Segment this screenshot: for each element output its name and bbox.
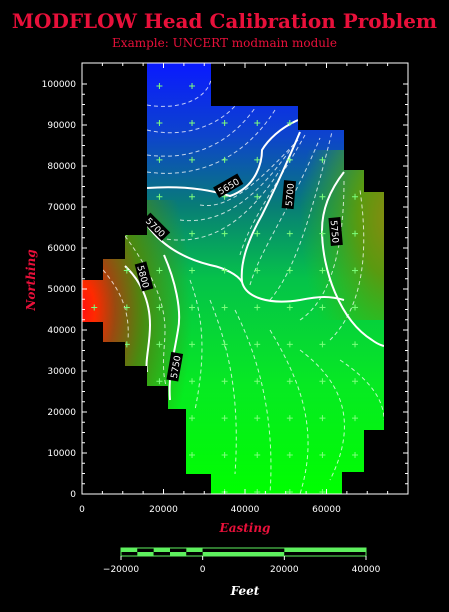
- scale-bar-segment-bottom: [153, 552, 170, 556]
- y-tick-label: 70000: [47, 203, 76, 213]
- y-tick-label: 40000: [47, 326, 76, 336]
- scale-bar-outline: [120, 547, 367, 557]
- contour-label-text: 5750: [328, 220, 340, 244]
- scale-bar-segment-bottom: [170, 552, 187, 556]
- x-axis-label: Easting: [219, 521, 271, 535]
- scale-bar-segment-top: [284, 548, 366, 552]
- scale-bar-segment-top: [121, 548, 138, 552]
- y-tick-label: 80000: [47, 162, 76, 172]
- x-tick-label: 60000: [312, 505, 341, 515]
- y-tick-label: 10000: [47, 449, 76, 459]
- chart-title: MODFLOW Head Calibration Problem: [11, 9, 438, 33]
- scale-bar-segment-bottom: [202, 552, 285, 556]
- x-tick-label: 0: [79, 505, 85, 515]
- x-tick-label: 20000: [149, 505, 178, 515]
- scale-bar-segment-bottom: [121, 552, 138, 556]
- scale-bar-segment-top: [186, 548, 203, 552]
- axis-ticks: 0 10000 20000 30000 40000 50000 60000 70000 8000…: [42, 63, 408, 515]
- contour-label-bg: [281, 180, 297, 210]
- y-tick-label: 20000: [47, 408, 76, 418]
- contour-label-bg: [166, 351, 184, 382]
- y-tick-label: 100000: [42, 80, 77, 90]
- contour-label: 5750: [328, 217, 343, 246]
- x-tick-label: 40000: [231, 505, 260, 515]
- scale-bar-tick-label: 20000: [270, 565, 299, 575]
- contour-label: 5750: [166, 351, 184, 382]
- scale-bar-segment-top: [153, 548, 170, 552]
- head-field: [82, 63, 384, 494]
- y-tick-label: 50000: [47, 285, 76, 295]
- scale-bar-tick-label: −20000: [103, 565, 139, 575]
- scale-bar-segment-top: [170, 548, 187, 552]
- scale-bar-tick-label: 40000: [352, 565, 381, 575]
- y-tick-label: 60000: [47, 244, 76, 254]
- scale-bar-segment-top: [202, 548, 285, 552]
- contour-label-bg: [328, 217, 343, 246]
- contour-label: 5700: [281, 180, 297, 210]
- scale-bar-label: Feet: [230, 584, 260, 598]
- scale-bar: −20000 0 20000 40000: [103, 547, 381, 575]
- contour-label-bg: [141, 212, 171, 241]
- contour-label-bg: [134, 261, 154, 292]
- chart-subtitle: Example: UNCERT modmain module: [112, 36, 337, 50]
- scale-bar-segment-bottom: [186, 552, 203, 556]
- scale-bar-segment-top: [137, 548, 154, 552]
- y-tick-label: 30000: [47, 367, 76, 377]
- scale-bar-segment-bottom: [137, 552, 154, 556]
- y-tick-label: 90000: [47, 121, 76, 131]
- contour-label-text: 5750: [170, 355, 184, 380]
- contour-label-text: 5700: [285, 183, 297, 207]
- y-tick-label: 0: [70, 490, 76, 500]
- scale-bar-segment-bottom: [284, 552, 366, 556]
- contour-label-bg: [213, 173, 244, 198]
- scale-bar-tick-label: 0: [200, 565, 206, 575]
- y-axis-label: Northing: [24, 249, 38, 311]
